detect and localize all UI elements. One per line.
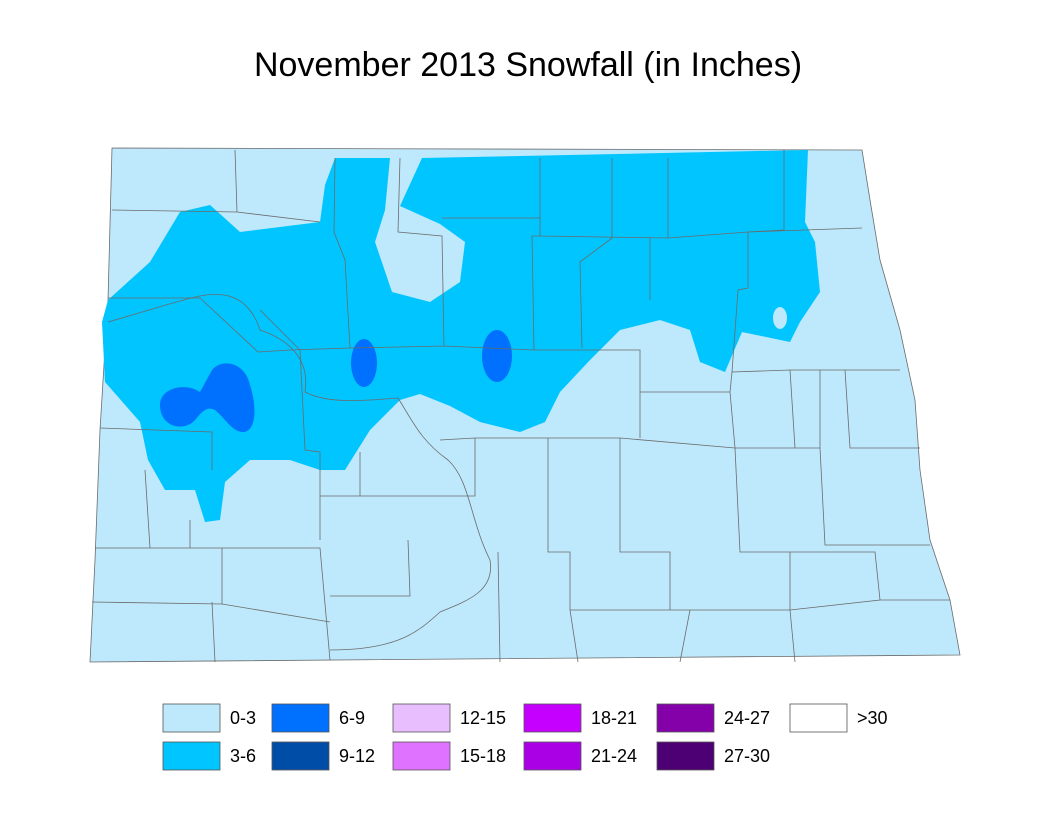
- snow-zone-6-9: [482, 330, 512, 382]
- legend-swatch: [656, 741, 715, 771]
- legend-label: 6-9: [339, 708, 365, 728]
- snow-zone-0-3: [773, 307, 787, 329]
- legend-label: 21-24: [591, 746, 637, 766]
- legend-label: 24-27: [724, 708, 770, 728]
- legend-swatch: [392, 741, 451, 771]
- legend-swatch: [656, 703, 715, 733]
- legend-swatch: [162, 741, 221, 771]
- legend-label: 0-3: [230, 708, 256, 728]
- legend-swatch: [523, 703, 582, 733]
- legend-swatch: [162, 703, 221, 733]
- legend-swatch: [392, 703, 451, 733]
- legend-label: 27-30: [724, 746, 770, 766]
- legend-label: 15-18: [460, 746, 506, 766]
- legend-label: 18-21: [591, 708, 637, 728]
- legend-swatch: [271, 741, 330, 771]
- legend-label: 12-15: [460, 708, 506, 728]
- legend-label: >30: [857, 708, 888, 728]
- legend-swatch: [523, 741, 582, 771]
- legend-label: 9-12: [339, 746, 375, 766]
- snow-zone-3-6: [102, 150, 820, 522]
- legend: 0-3 3-6 6-9 9-12 12-15 15-18 18-21 21-24 24-27 27…: [162, 703, 888, 771]
- snow-zone-6-9: [160, 363, 255, 432]
- legend-swatch: [789, 703, 848, 733]
- snow-zone-6-9: [351, 339, 377, 387]
- state-map: [89, 147, 961, 663]
- legend-label: 3-6: [230, 746, 256, 766]
- county-lines: [91, 149, 950, 663]
- legend-swatch: [271, 703, 330, 733]
- map-title: November 2013 Snowfall (in Inches): [254, 46, 802, 84]
